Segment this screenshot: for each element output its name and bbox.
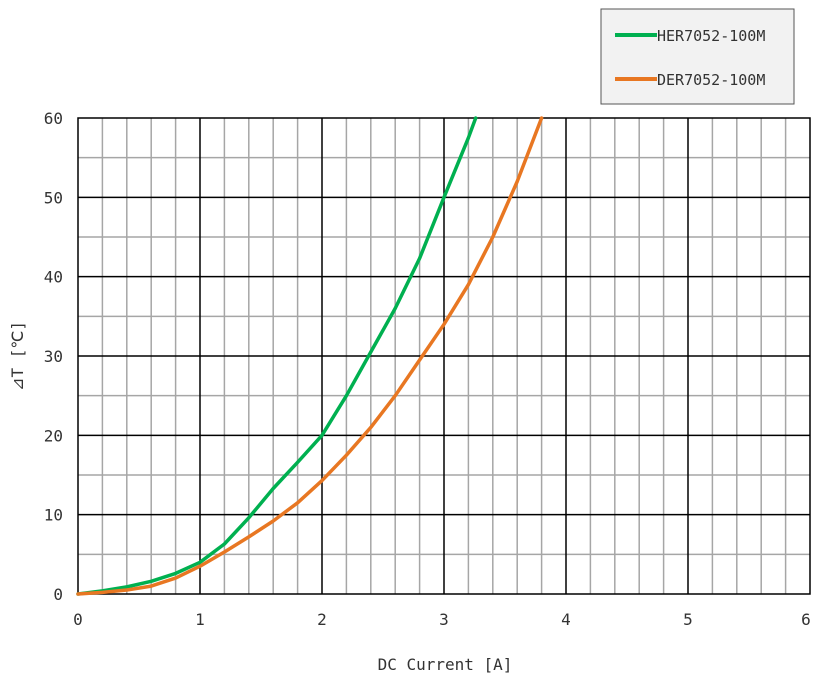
legend: HER7052-100M DER7052-100M <box>600 8 795 105</box>
y-tick-label: 60 <box>44 109 63 128</box>
x-tick-label: 4 <box>561 610 571 629</box>
y-tick-label: 30 <box>44 347 63 366</box>
y-tick-label: 20 <box>44 426 63 445</box>
series-layer <box>76 116 544 596</box>
x-tick-label: 1 <box>195 610 205 629</box>
plot-area-frame <box>77 117 811 595</box>
y-axis-tick-labels: 0 10 20 30 40 50 60 <box>44 109 63 604</box>
x-tick-label: 0 <box>73 610 83 629</box>
x-tick-label: 5 <box>683 610 693 629</box>
x-axis-label: DC Current [A] <box>378 655 513 674</box>
x-tick-label: 6 <box>801 610 811 629</box>
x-tick-label: 3 <box>439 610 449 629</box>
x-tick-label: 2 <box>317 610 327 629</box>
y-axis-label: ⊿T [℃] <box>8 321 27 391</box>
series-line-her7052-100m <box>76 116 478 596</box>
y-tick-label: 10 <box>44 506 63 525</box>
y-tick-label: 0 <box>53 585 63 604</box>
legend-label-der7052-100m: DER7052-100M <box>657 71 765 89</box>
legend-box <box>600 8 795 105</box>
legend-label-her7052-100m: HER7052-100M <box>657 27 765 45</box>
major-gridlines <box>78 118 810 594</box>
y-tick-label: 40 <box>44 268 63 287</box>
y-tick-label: 50 <box>44 188 63 207</box>
x-axis-tick-labels: 0 1 2 3 4 5 6 <box>73 610 811 629</box>
series-line-der7052-100m <box>76 116 544 596</box>
